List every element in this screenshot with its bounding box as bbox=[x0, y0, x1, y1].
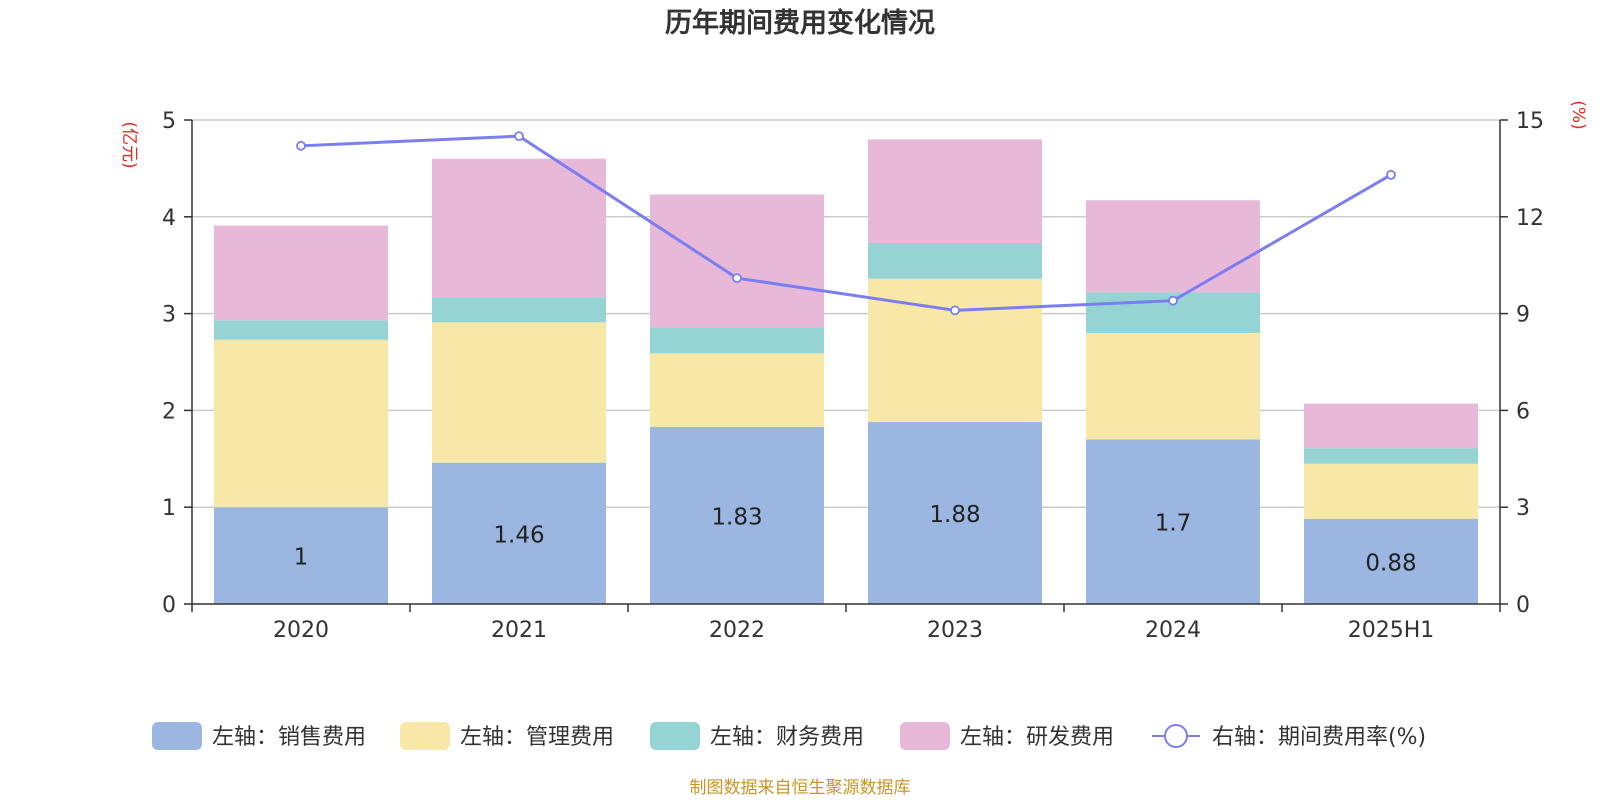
legend-label: 左轴：研发费用 bbox=[960, 725, 1114, 750]
grid-lines bbox=[192, 119, 1500, 508]
rate-point bbox=[950, 305, 960, 316]
bar-segment bbox=[868, 139, 1042, 243]
bar-value-label: 1.7 bbox=[1155, 511, 1192, 537]
bar-segment bbox=[868, 422, 1042, 604]
bar-segment bbox=[650, 426, 824, 604]
bar-segment bbox=[650, 194, 824, 328]
x-tick-label: 2021 bbox=[491, 618, 547, 643]
rate-point bbox=[732, 273, 742, 284]
bar-segment bbox=[214, 339, 388, 508]
bar-value-label: 1.46 bbox=[493, 522, 544, 548]
legend-label: 左轴：财务费用 bbox=[710, 725, 864, 750]
bar-segment bbox=[1304, 463, 1478, 519]
bar-segment bbox=[214, 320, 388, 340]
legend-label: 右轴：期间费用率(%) bbox=[1212, 725, 1426, 750]
bar-segment bbox=[1304, 518, 1478, 604]
left-tick-label: 3 bbox=[162, 303, 176, 328]
rate-point bbox=[1168, 295, 1178, 306]
left-tick-label: 2 bbox=[162, 399, 176, 424]
legend-swatch bbox=[900, 722, 950, 750]
rate-point bbox=[296, 140, 306, 151]
bar-segment bbox=[432, 462, 606, 604]
bar-segment bbox=[1304, 403, 1478, 449]
bar-segment bbox=[214, 225, 388, 321]
rate-line bbox=[296, 131, 1396, 316]
rate-point bbox=[1386, 169, 1396, 180]
bar-segment bbox=[868, 242, 1042, 279]
bar-value-label: 1.83 bbox=[711, 504, 762, 530]
left-tick-label: 4 bbox=[162, 206, 176, 231]
legend-swatch bbox=[152, 722, 202, 750]
right-tick-label: 6 bbox=[1516, 399, 1530, 424]
bar-segment bbox=[432, 158, 606, 298]
bar-value-label: 1 bbox=[294, 545, 309, 571]
bars bbox=[214, 139, 1478, 604]
left-tick-label: 5 bbox=[162, 109, 176, 134]
right-tick-label: 15 bbox=[1516, 109, 1544, 134]
left-axis-unit: (亿元) bbox=[119, 121, 139, 168]
legend-swatch bbox=[650, 722, 700, 750]
right-tick-label: 9 bbox=[1516, 303, 1530, 328]
x-tick-label: 2020 bbox=[273, 618, 329, 643]
bar-segment bbox=[1086, 439, 1260, 604]
legend-marker bbox=[1164, 724, 1188, 748]
rate-line-path bbox=[300, 134, 1392, 312]
bar-segment bbox=[214, 507, 388, 604]
x-tick-label: 2023 bbox=[927, 618, 983, 643]
x-tick-label: 2022 bbox=[709, 618, 765, 643]
data-labels: 1 1.46 1.83 1.88 1.7 0.88 bbox=[294, 502, 1417, 576]
bar-value-label: 1.88 bbox=[929, 502, 980, 528]
bar-segment bbox=[1304, 448, 1478, 464]
rate-point bbox=[514, 131, 524, 142]
legend-label: 左轴：管理费用 bbox=[460, 725, 614, 750]
x-tick-label: 2025H1 bbox=[1348, 618, 1435, 643]
right-tick-label: 12 bbox=[1516, 206, 1544, 231]
bar-segment bbox=[650, 353, 824, 427]
bar-segment bbox=[432, 322, 606, 463]
bar-segment bbox=[432, 297, 606, 323]
left-tick-label: 1 bbox=[162, 496, 176, 521]
right-tick-label: 3 bbox=[1516, 496, 1530, 521]
legend-label: 左轴：销售费用 bbox=[212, 725, 366, 750]
source-note: 制图数据来自恒生聚源数据库 bbox=[690, 778, 911, 798]
legend-swatch bbox=[400, 722, 450, 750]
bar-segment bbox=[1086, 200, 1260, 293]
right-tick-label: 0 bbox=[1516, 593, 1530, 618]
left-tick-label: 0 bbox=[162, 593, 176, 618]
legend: 左轴：销售费用 左轴：管理费用 左轴：财务费用 左轴：研发费用 右轴：期间费用率(%) bbox=[152, 722, 1426, 750]
bar-segment bbox=[650, 327, 824, 354]
bar-value-label: 0.88 bbox=[1365, 550, 1416, 576]
bar-segment bbox=[1086, 332, 1260, 440]
right-axis-unit: (%) bbox=[1568, 100, 1588, 129]
x-tick-label: 2024 bbox=[1145, 618, 1201, 643]
chart-title: 历年期间费用变化情况 bbox=[665, 7, 935, 39]
